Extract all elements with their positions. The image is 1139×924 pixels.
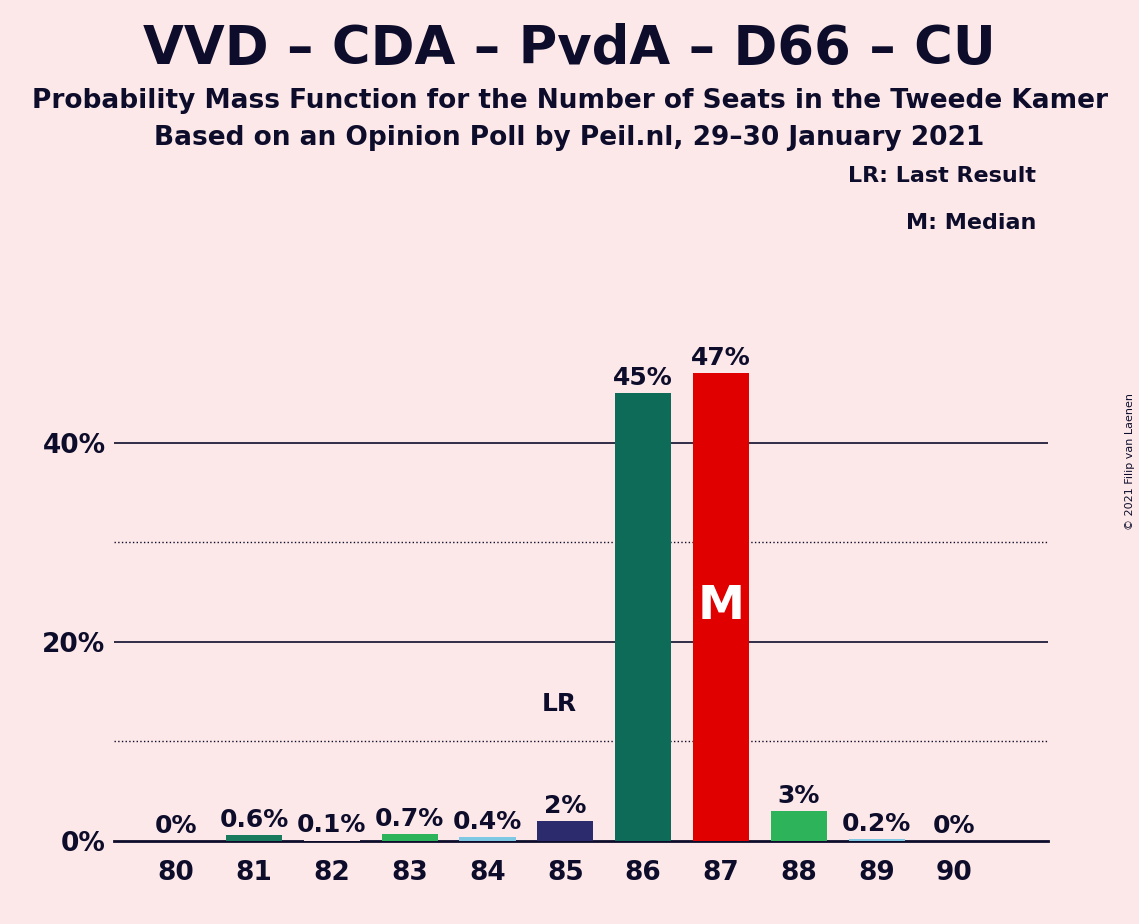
Bar [538,821,593,841]
Text: 0.6%: 0.6% [220,808,288,832]
Text: 47%: 47% [691,346,751,371]
Bar [771,811,827,841]
Text: 0.7%: 0.7% [375,807,444,831]
Text: Based on an Opinion Poll by Peil.nl, 29–30 January 2021: Based on an Opinion Poll by Peil.nl, 29–… [154,125,985,151]
Text: 0.4%: 0.4% [453,809,522,833]
Bar [615,393,671,841]
Bar [693,373,749,841]
Bar [304,840,360,841]
Text: 45%: 45% [613,366,673,390]
Text: 0.1%: 0.1% [297,813,367,837]
Text: M: M [697,585,745,629]
Text: VVD – CDA – PvdA – D66 – CU: VVD – CDA – PvdA – D66 – CU [144,23,995,75]
Bar [849,839,904,841]
Bar [226,835,282,841]
Text: 0%: 0% [155,814,197,838]
Text: LR: LR [541,692,576,716]
Text: 2%: 2% [544,794,587,818]
Bar [382,833,437,841]
Text: 3%: 3% [778,784,820,808]
Text: Probability Mass Function for the Number of Seats in the Tweede Kamer: Probability Mass Function for the Number… [32,88,1107,114]
Bar [459,837,516,841]
Text: 0.2%: 0.2% [842,812,911,836]
Text: 0%: 0% [933,814,976,838]
Text: M: Median: M: Median [907,213,1036,233]
Text: LR: Last Result: LR: Last Result [849,166,1036,187]
Text: © 2021 Filip van Laenen: © 2021 Filip van Laenen [1125,394,1134,530]
